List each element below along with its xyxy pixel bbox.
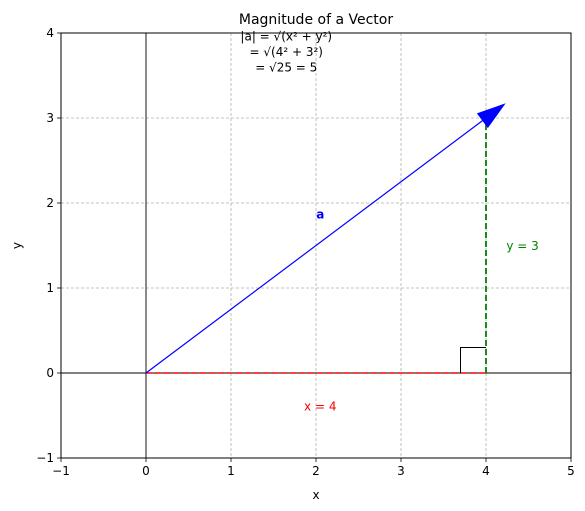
y-tick-label: 4	[46, 26, 54, 40]
ticks: −1 0 1 2 3 4 5 −1 0 1 2 3 4	[36, 26, 575, 478]
vector-shaft	[145, 117, 487, 374]
y-tick-label: 2	[46, 196, 54, 210]
y-tick-label: 0	[46, 366, 54, 380]
y-tick-label: 1	[46, 281, 54, 295]
x-tick-label: 1	[227, 464, 235, 478]
x-component-label: x = 4	[304, 399, 336, 413]
x-tick-label: 2	[312, 464, 320, 478]
y-component-label: y = 3	[506, 239, 538, 253]
magnitude-formula: |a| = √(x² + y²) = √(4² + 3²) = √25 = 5	[240, 30, 332, 75]
vector-arrowhead	[476, 103, 506, 129]
formula-line: |a| = √(x² + y²)	[240, 30, 332, 44]
x-tick-label: −1	[52, 464, 70, 478]
formula-line: = √(4² + 3²)	[250, 45, 323, 59]
y-axis-label: y	[10, 242, 24, 249]
y-tick-label: −1	[36, 451, 54, 465]
x-tick-label: 0	[142, 464, 150, 478]
chart-title: Magnitude of a Vector	[239, 12, 393, 28]
formula-line: = √25 = 5	[255, 60, 317, 74]
x-tick-label: 5	[567, 464, 575, 478]
vector-label: a	[316, 207, 324, 221]
y-tick-label: 3	[46, 111, 54, 125]
right-angle-marker	[460, 347, 486, 373]
x-tick-label: 3	[397, 464, 405, 478]
plot-data	[145, 103, 506, 374]
x-tick-label: 4	[482, 464, 490, 478]
x-axis-label: x	[312, 488, 319, 502]
